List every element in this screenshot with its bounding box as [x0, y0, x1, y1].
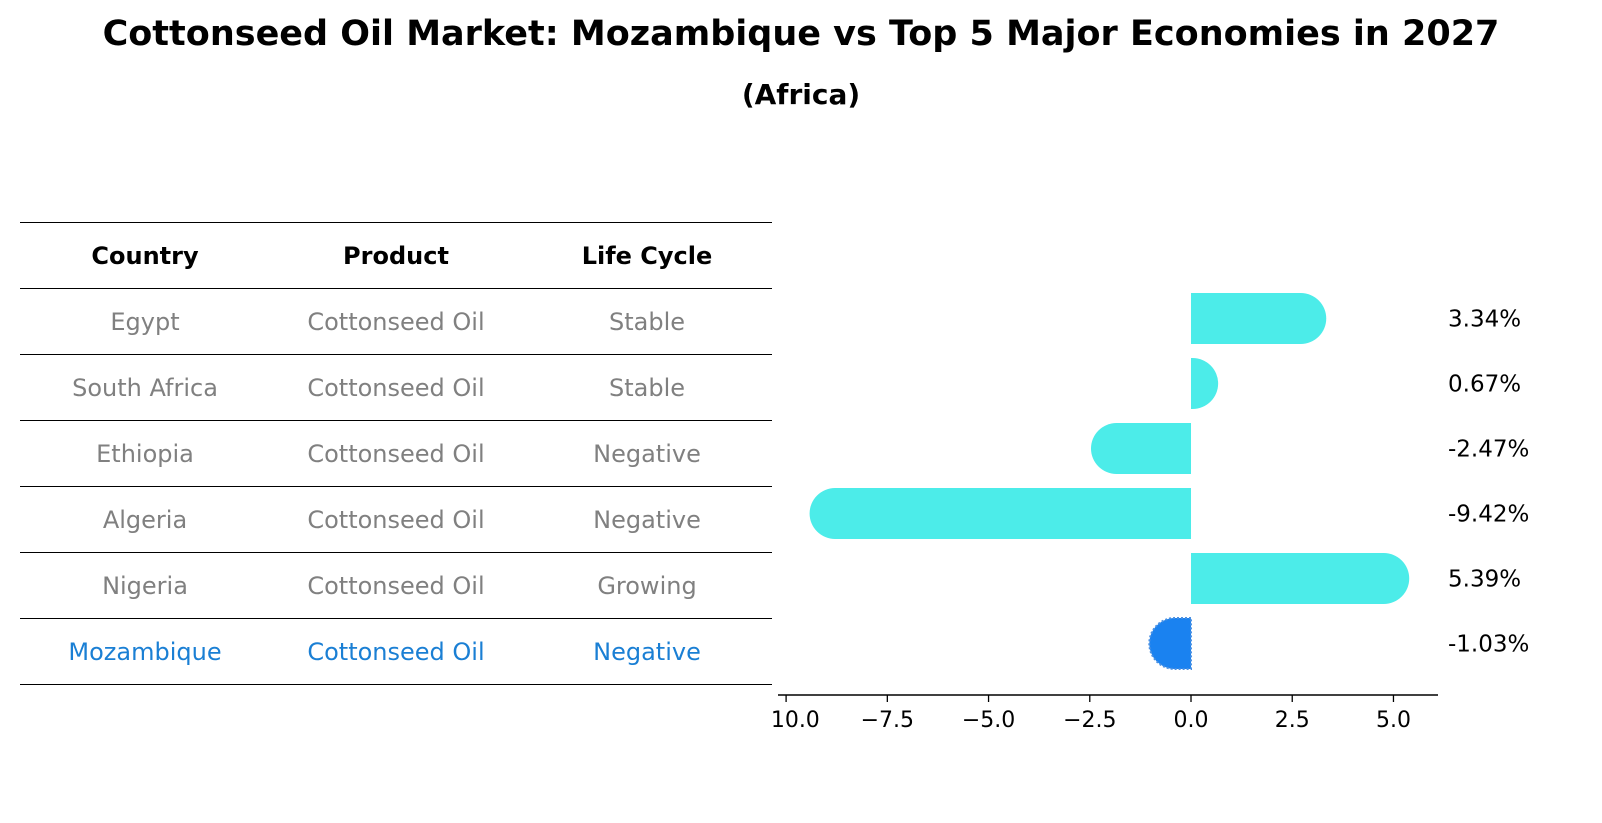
bar-south-africa [1191, 358, 1219, 409]
bar-ethiopia [1090, 423, 1192, 474]
table-row: Ethiopia Cottonseed Oil Negative [20, 420, 772, 486]
cell-product: Cottonseed Oil [307, 307, 485, 336]
cell-product: Cottonseed Oil [307, 571, 485, 600]
cell-country: South Africa [72, 373, 218, 402]
bar-egypt [1191, 293, 1327, 344]
value-label: 5.39% [1448, 567, 1521, 593]
x-tick-label: 2.5 [1275, 708, 1310, 733]
bar-nigeria [1191, 553, 1410, 604]
table-row: South Africa Cottonseed Oil Stable [20, 354, 772, 420]
x-tick-label: 0.0 [1174, 708, 1209, 733]
bar-mozambique [1148, 617, 1193, 670]
table-row: Algeria Cottonseed Oil Negative [20, 486, 772, 552]
chart-title: Cottonseed Oil Market: Mozambique vs Top… [102, 14, 1500, 54]
table-row: Egypt Cottonseed Oil Stable [20, 288, 772, 354]
cell-life-cycle: Growing [597, 571, 697, 600]
cell-country: Algeria [102, 505, 188, 534]
chart-subtitle: (Africa) [741, 78, 861, 111]
x-tick-label: −5.0 [962, 708, 1015, 733]
value-label: -1.03% [1448, 632, 1529, 658]
table-row-highlighted: Mozambique Cottonseed Oil Negative [20, 618, 772, 685]
cell-life-cycle: Stable [608, 307, 686, 336]
value-label: 0.67% [1448, 372, 1521, 398]
header-life-cycle: Life Cycle [581, 241, 713, 270]
cell-product: Cottonseed Oil [307, 505, 485, 534]
country-table: Country Product Life Cycle Egypt Cottons… [20, 222, 772, 685]
cell-life-cycle: Negative [593, 637, 701, 666]
cell-life-cycle: Negative [593, 439, 701, 468]
table-header-row: Country Product Life Cycle [20, 222, 772, 288]
header-product: Product [343, 241, 449, 270]
cell-product: Cottonseed Oil [307, 439, 485, 468]
header-country: Country [91, 241, 199, 270]
cell-country: Ethiopia [96, 439, 194, 468]
bar-algeria [809, 488, 1192, 539]
table-row: Nigeria Cottonseed Oil Growing [20, 552, 772, 618]
cell-life-cycle: Stable [608, 373, 686, 402]
x-tick-label: −10.0 [772, 708, 820, 733]
cell-country: Nigeria [102, 571, 188, 600]
cell-country: Egypt [110, 307, 180, 336]
value-label: -9.42% [1448, 502, 1529, 528]
cell-product: Cottonseed Oil [307, 637, 485, 666]
x-tick-label: −7.5 [861, 708, 914, 733]
value-label: -2.47% [1448, 437, 1529, 463]
cell-product: Cottonseed Oil [307, 373, 485, 402]
x-tick-label: −2.5 [1063, 708, 1116, 733]
x-tick-label: 5.0 [1376, 708, 1411, 733]
value-label: 3.34% [1448, 307, 1521, 333]
cell-life-cycle: Negative [593, 505, 701, 534]
cell-country: Mozambique [68, 637, 222, 666]
bar-chart: 3.34% 0.67% -2.47% -9.42% 5.39% -1.03% −10.0 −7… [772, 293, 1529, 733]
